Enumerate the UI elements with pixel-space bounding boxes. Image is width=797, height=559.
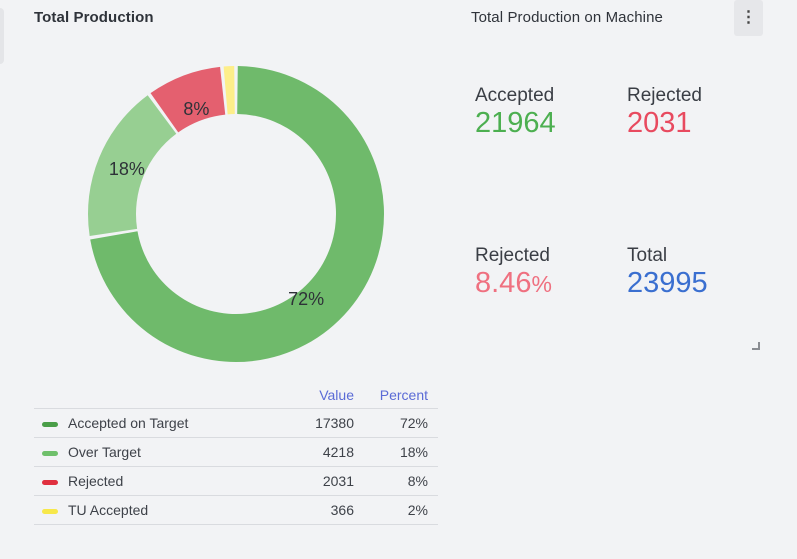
stat-label: Accepted [475, 85, 555, 106]
legend-swatch [42, 479, 58, 485]
legend-percent: 8% [354, 466, 438, 496]
legend-row[interactable]: TU Accepted 366 2% [34, 495, 438, 525]
legend-percent: 2% [354, 495, 438, 525]
donut-chart: 72% 18% 8% [88, 66, 384, 363]
legend-swatch [42, 450, 58, 456]
kebab-menu-icon: ⋮ [740, 9, 757, 26]
legend-label: TU Accepted [68, 502, 149, 518]
donut-data-label: 72% [288, 289, 324, 309]
legend-label: Accepted on Target [68, 415, 189, 431]
legend-name-header [34, 382, 264, 409]
legend-percent: 18% [354, 437, 438, 467]
legend-value: 4218 [264, 437, 354, 467]
stat-rejected-percent: Rejected 8.46% [475, 246, 552, 300]
legend-percent: 72% [354, 408, 438, 438]
donut-slice-rejected[interactable] [150, 66, 226, 133]
legend-table: Value Percent Accepted on Target 17380 72%… [34, 382, 438, 525]
legend-swatch [42, 421, 58, 427]
legend-value: 17380 [264, 408, 354, 438]
total-production-title: Total Production [34, 9, 154, 26]
donut-slice-accepted-on-target[interactable] [90, 66, 384, 363]
donut-slice-tu-accepted[interactable] [223, 66, 235, 115]
stat-rejected: Rejected 2031 [627, 85, 702, 140]
legend-row[interactable]: Over Target 4218 18% [34, 437, 438, 467]
stat-total: Total 23995 [627, 245, 708, 300]
legend-header-row: Value Percent [34, 382, 438, 409]
stat-value: 2031 [627, 107, 692, 139]
side-panel-handle[interactable] [0, 8, 4, 64]
donut-slice-over-target[interactable] [88, 95, 177, 237]
stat-label: Total [627, 245, 668, 266]
donut-data-label: 18% [109, 159, 145, 179]
widget-menu-button[interactable]: ⋮ [734, 0, 763, 36]
stat-value: 23995 [627, 267, 708, 299]
legend-value-header: Value [264, 382, 354, 409]
legend-row[interactable]: Rejected 2031 8% [34, 466, 438, 496]
legend-value: 2031 [264, 466, 354, 496]
legend-label-cell: Accepted on Target [34, 408, 264, 438]
stat-label: Rejected [475, 245, 550, 266]
legend-swatch [42, 508, 58, 514]
stat-label: Rejected [627, 85, 702, 106]
legend-label-cell: TU Accepted [34, 495, 264, 525]
stat-accepted: Accepted 21964 [475, 85, 556, 140]
legend-label: Over Target [68, 444, 141, 460]
stat-number: 8.46 [475, 267, 532, 299]
legend-value: 366 [264, 495, 354, 525]
donut-data-label: 8% [183, 99, 209, 119]
legend-label: Rejected [68, 473, 124, 489]
stat-value: 21964 [475, 107, 556, 139]
stat-unit: % [531, 271, 552, 297]
legend-row[interactable]: Accepted on Target 17380 72% [34, 408, 438, 438]
legend-label-cell: Over Target [34, 437, 264, 467]
stat-value: 8.46% [475, 267, 552, 300]
machine-production-title: Total Production on Machine [471, 9, 663, 26]
legend-label-cell: Rejected [34, 466, 264, 496]
legend-percent-header: Percent [354, 382, 438, 409]
resize-handle[interactable] [752, 342, 760, 350]
